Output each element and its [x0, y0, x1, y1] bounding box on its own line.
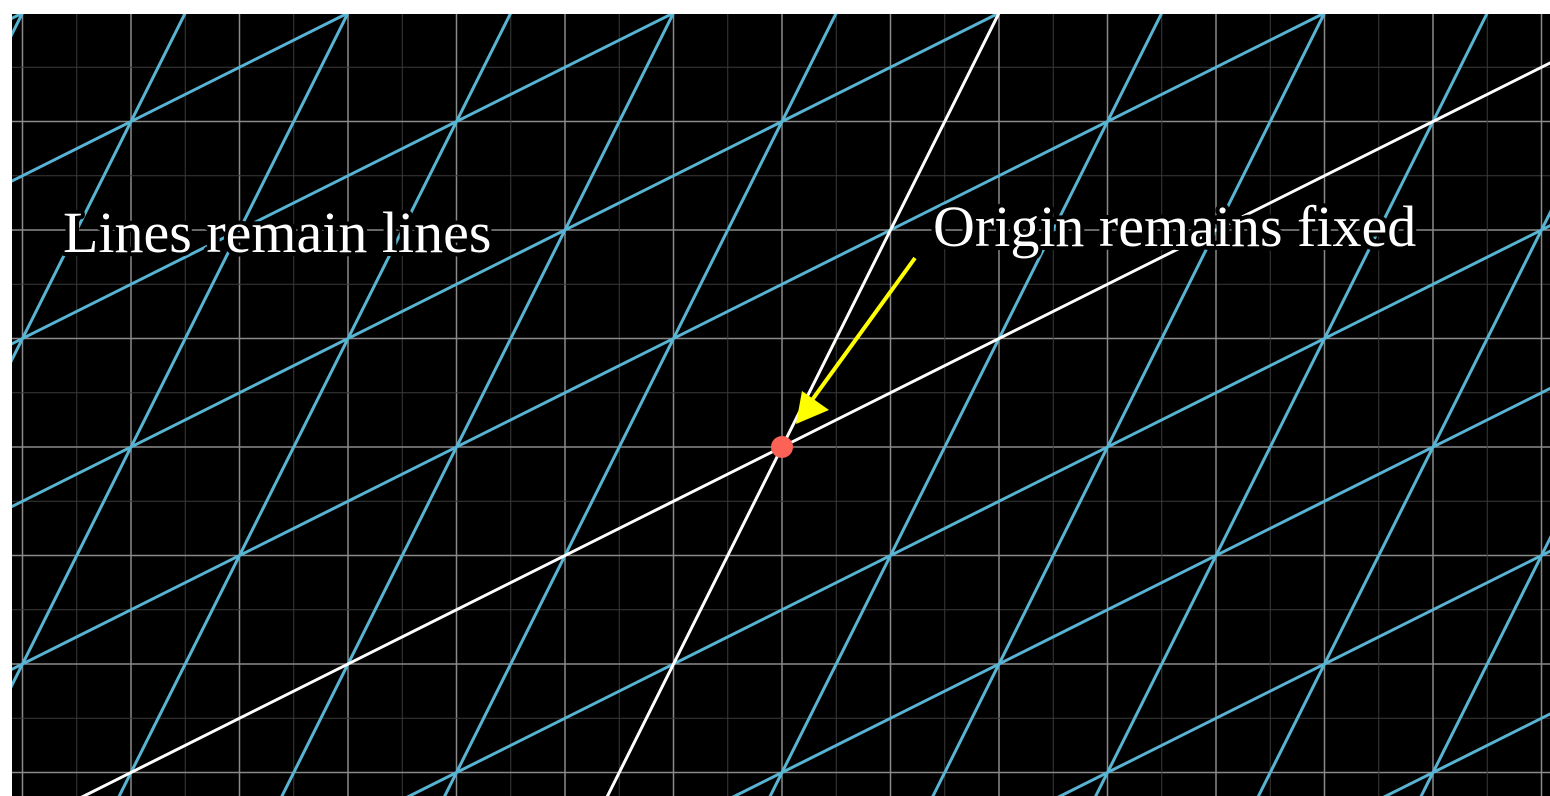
origin-arrow: [796, 256, 917, 424]
left-caption: Lines remain lines: [63, 200, 491, 265]
origin-dot: [771, 436, 793, 458]
arrow-shaft: [810, 256, 917, 402]
right-caption: Origin remains fixed: [933, 194, 1416, 259]
grid-line-transformed: [0, 0, 1550, 13]
background: [12, 14, 1550, 796]
arrow-head: [796, 391, 829, 424]
